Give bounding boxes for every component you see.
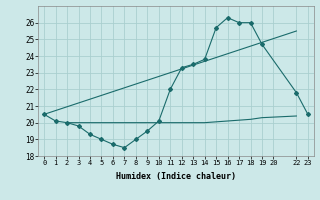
X-axis label: Humidex (Indice chaleur): Humidex (Indice chaleur) <box>116 172 236 181</box>
